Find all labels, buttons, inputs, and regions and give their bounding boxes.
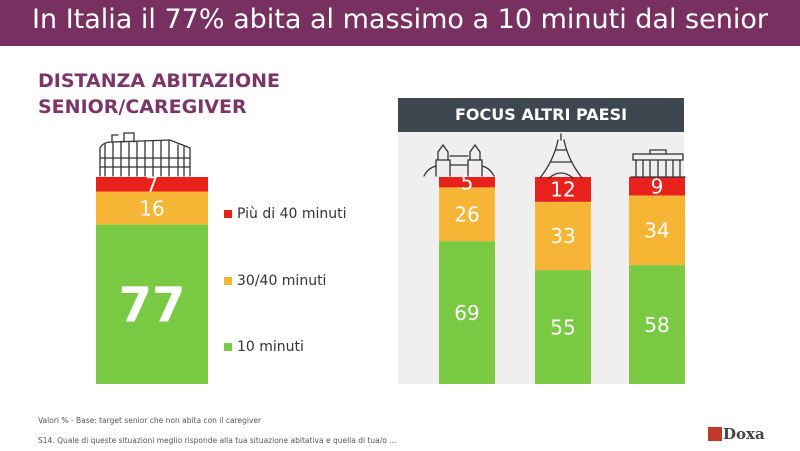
doxa-logo-mark [708,427,722,441]
focus-panel-header: FOCUS ALTRI PAESI [398,98,684,132]
legend-label: Più di 40 minuti [237,206,347,222]
value-label-over-forty-min-1: 5 [461,170,474,194]
italy-title-line2: SENIOR/CAREGIVER [38,96,247,118]
value-label-thirty-forty-min-1: 26 [454,202,479,226]
value-label-over-forty-min-2: 12 [550,178,575,202]
value-label-thirty-forty-min-2: 33 [550,224,575,248]
focus-panel-title: FOCUS ALTRI PAESI [454,105,628,124]
value-label-thirty-forty-min-3: 34 [644,218,669,242]
doxa-logo: Doxa [708,425,778,444]
header-bar: In Italia il 77% abita al massimo a 10 m… [0,0,800,46]
tower-bridge-icon [423,143,495,177]
colosseum-icon [99,132,191,177]
bar-over-forty-min-2 [535,177,591,202]
bar-over-forty-min-0 [96,177,208,192]
bar-over-forty-min-3 [629,177,685,196]
bar-ten-min-0 [96,224,208,384]
legend-swatch-green [224,343,232,351]
legend-swatch-red [224,210,232,218]
value-label-over-forty-min-3: 9 [651,174,664,198]
value-label-ten-min-3: 58 [644,313,669,337]
value-label-over-forty-min-0: 7 [146,172,159,196]
legend-swatch-yellow [224,277,232,285]
bar-over-forty-min-1 [439,177,495,188]
eiffel-tower-icon [539,133,583,179]
value-label-thirty-forty-min-0: 16 [139,196,164,220]
chart-bars [96,177,685,384]
footnote-question: S14. Quale di queste situazioni meglio r… [38,436,397,445]
footnote-base: Valori % - Base: target senior che non a… [38,416,262,425]
value-label-ten-min-1: 69 [454,301,479,325]
legend-label: 10 minuti [237,339,304,355]
bar-thirty-forty-min-0 [96,191,208,225]
bar-ten-min-1 [439,241,495,384]
legend-label: 30/40 minuti [237,273,327,289]
brandenburg-gate-icon [630,149,686,178]
value-label-ten-min-0: 77 [119,278,186,334]
value-label-ten-min-2: 55 [550,315,575,339]
bar-ten-min-2 [535,270,591,384]
bar-thirty-forty-min-3 [629,195,685,266]
bar-thirty-forty-min-1 [439,187,495,242]
page-title: In Italia il 77% abita al massimo a 10 m… [32,4,768,35]
bar-ten-min-3 [629,265,685,384]
bar-thirty-forty-min-2 [535,201,591,271]
italy-title-line1: DISTANZA ABITAZIONE [38,70,281,92]
italy-chart-title: DISTANZA ABITAZIONE SENIOR/CAREGIVER [38,68,280,120]
doxa-logo-text: Doxa [723,425,765,443]
